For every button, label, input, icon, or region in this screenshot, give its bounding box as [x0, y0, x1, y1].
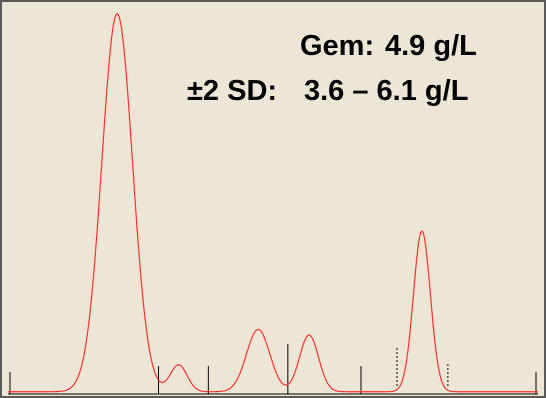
densitometry-curve: [8, 13, 538, 393]
mean-label: Gem:: [300, 30, 374, 62]
sd-range-value: 3.6 – 6.1 g/L: [304, 75, 468, 107]
segment-markers: [9, 344, 537, 394]
mean-value: 4.9 g/L: [385, 30, 477, 62]
sd-label: ±2 SD:: [187, 75, 277, 107]
annotation-sd-range: ±2 SD: 3.6 – 6.1 g/L: [187, 75, 468, 107]
annotation-mean: Gem: 4.9 g/L: [300, 30, 477, 62]
